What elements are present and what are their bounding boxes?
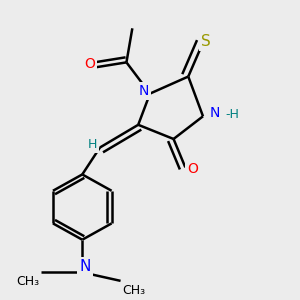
Text: N: N — [80, 259, 91, 274]
Text: O: O — [187, 162, 198, 176]
Text: H: H — [88, 138, 97, 151]
Text: CH₃: CH₃ — [16, 275, 40, 288]
Text: CH₃: CH₃ — [122, 284, 145, 297]
Text: N: N — [139, 84, 149, 98]
Text: S: S — [201, 34, 211, 49]
Text: O: O — [84, 57, 95, 71]
Text: -H: -H — [225, 108, 239, 122]
Text: N: N — [210, 106, 220, 120]
